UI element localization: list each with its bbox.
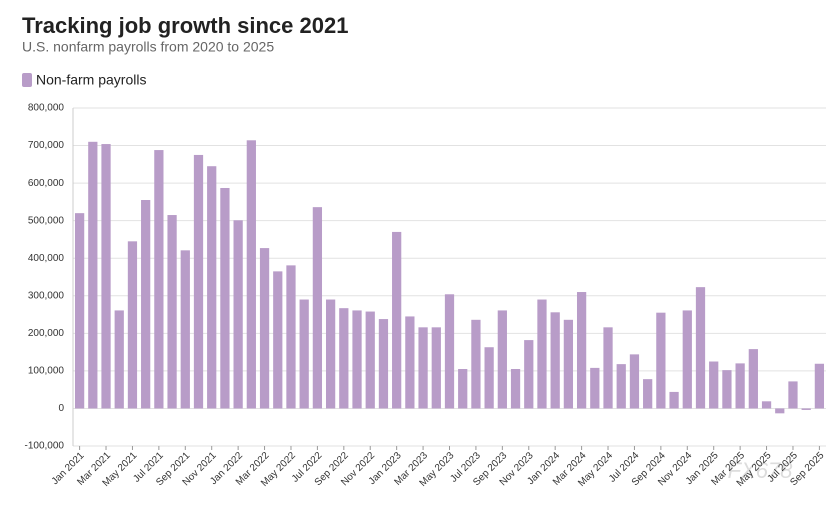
y-tick-label: 700,000 — [28, 140, 65, 151]
bar — [154, 150, 164, 409]
bar — [141, 200, 151, 409]
bar — [709, 361, 719, 409]
bar — [563, 319, 574, 409]
y-tick-label: 500,000 — [28, 215, 65, 226]
bar — [682, 310, 692, 409]
y-tick-label: 200,000 — [28, 328, 65, 339]
bar — [418, 327, 428, 409]
bar — [695, 287, 706, 409]
bar — [273, 271, 283, 409]
bar — [788, 381, 798, 409]
bar — [259, 248, 270, 409]
bar — [735, 363, 745, 409]
bar — [643, 379, 653, 409]
y-tick-label: -100,000 — [25, 441, 65, 452]
bar — [127, 241, 138, 409]
bar — [378, 319, 389, 409]
bar — [722, 370, 732, 409]
bar — [748, 349, 758, 409]
legend-swatch — [22, 73, 32, 87]
bar — [656, 312, 666, 409]
bar — [616, 364, 626, 409]
bar — [74, 213, 85, 409]
y-tick-label: 600,000 — [28, 178, 65, 189]
y-tick-label: 400,000 — [28, 253, 65, 264]
bar — [220, 187, 230, 409]
bar — [101, 144, 111, 409]
chart-title: Tracking job growth since 2021 — [22, 13, 348, 38]
bar — [233, 220, 243, 409]
bar — [299, 299, 309, 409]
bar — [550, 312, 560, 409]
bar — [246, 140, 256, 409]
y-tick-label: 0 — [58, 403, 64, 414]
bar — [801, 408, 811, 410]
bar — [484, 347, 494, 409]
y-tick-label: 300,000 — [28, 290, 65, 301]
bar — [286, 265, 296, 409]
y-tick-label: 800,000 — [28, 103, 65, 114]
bar — [88, 141, 98, 409]
bar — [814, 363, 825, 409]
bar — [312, 207, 323, 409]
bar — [114, 310, 124, 409]
bar — [590, 367, 600, 409]
bar — [405, 316, 415, 409]
bar — [471, 319, 481, 409]
bar — [431, 327, 441, 409]
bar — [629, 354, 640, 409]
bar — [392, 231, 402, 409]
bar — [537, 299, 547, 409]
bar — [365, 311, 375, 409]
bar — [510, 369, 521, 409]
bar — [576, 292, 587, 409]
bar — [352, 310, 362, 409]
legend-label: Non-farm payrolls — [36, 72, 146, 88]
bar — [167, 215, 177, 409]
bar — [603, 327, 613, 409]
bar — [180, 250, 190, 409]
watermark: FX678 — [728, 458, 794, 483]
bar — [325, 299, 336, 409]
bar — [497, 310, 507, 409]
bar — [458, 369, 468, 409]
y-tick-label: 100,000 — [28, 366, 65, 377]
bar — [444, 294, 455, 409]
bar — [193, 154, 204, 409]
chart-subtitle: U.S. nonfarm payrolls from 2020 to 2025 — [22, 39, 274, 55]
bar — [207, 166, 217, 409]
bar — [761, 401, 772, 409]
bar — [775, 408, 785, 414]
bar — [339, 308, 349, 409]
bar — [524, 340, 534, 409]
bar — [669, 391, 679, 409]
